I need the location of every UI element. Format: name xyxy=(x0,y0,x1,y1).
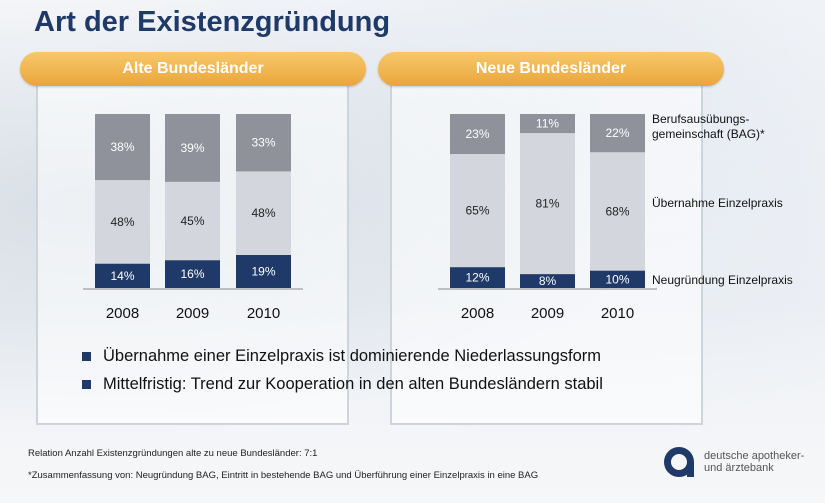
right-bar-2010-segment-2 xyxy=(590,114,645,153)
bullet-text: Übernahme einer Einzelpraxis ist dominie… xyxy=(103,346,601,365)
left-bar-2010-segment-0 xyxy=(236,254,291,288)
logo-line2: und ärztebank xyxy=(704,462,774,474)
right-data-label-2009-0: 8% xyxy=(539,274,557,288)
bullet-text: Mittelfristig: Trend zur Kooperation in … xyxy=(103,374,603,393)
left-data-label-2010-0: 19% xyxy=(251,264,275,278)
right-bar-2008-segment-2 xyxy=(450,114,505,155)
left-bar-2010-segment-2 xyxy=(236,114,291,172)
right-data-label-2009-2: 11% xyxy=(536,117,559,131)
right-data-label-2010-0: 10% xyxy=(605,272,629,286)
bank-logo: deutsche apotheker- und ärztebank xyxy=(664,447,804,477)
left-bar-2008-segment-1 xyxy=(95,180,150,264)
right-x-tick-label: 2009 xyxy=(531,305,564,322)
left-data-label-2009-0: 16% xyxy=(180,267,204,281)
left-bar-2010-segment-1 xyxy=(236,171,291,255)
right-bar-2008-segment-0 xyxy=(450,267,505,288)
footnote-relation: Relation Anzahl Existenzgründungen alte … xyxy=(28,448,318,459)
right-bar-2009-segment-1 xyxy=(520,133,575,275)
legend-uebernahme: Übernahme Einzelpraxis xyxy=(652,196,783,210)
legend-bag-line1: Berufsausübungs- xyxy=(652,112,750,126)
footnote-bag: *Zusammenfassung von: Neugründung BAG, E… xyxy=(28,470,539,481)
legend-bag-line2: gemeinschaft (BAG)* xyxy=(652,127,765,141)
logo-line1: deutsche apotheker- xyxy=(704,450,805,462)
right-panel-header: Neue Bundesländer xyxy=(378,52,724,86)
right-x-tick-label: 2010 xyxy=(601,305,634,322)
right-data-label-2008-1: 65% xyxy=(465,204,489,218)
left-x-tick-label: 2008 xyxy=(106,305,139,322)
left-data-label-2008-1: 48% xyxy=(110,215,134,229)
left-bar-2008-segment-2 xyxy=(95,114,150,181)
right-bar-2008-segment-1 xyxy=(450,154,505,268)
right-data-label-2008-0: 12% xyxy=(465,271,489,285)
right-data-label-2009-1: 81% xyxy=(535,197,559,211)
logo-text: deutsche apotheker- und ärztebank xyxy=(704,450,804,474)
left-x-tick-label: 2009 xyxy=(176,305,209,322)
right-bar-2009-segment-0 xyxy=(520,274,575,288)
bullet-square-icon xyxy=(82,351,91,361)
left-panel-header: Alte Bundesländer xyxy=(20,52,366,86)
left-data-label-2009-2: 39% xyxy=(180,141,204,155)
right-bar-2010-segment-0 xyxy=(590,270,645,288)
right-bar-2010-segment-1 xyxy=(590,152,645,271)
left-bar-2009-segment-0 xyxy=(165,260,220,288)
left-data-label-2008-2: 38% xyxy=(110,140,134,154)
right-data-label-2008-2: 23% xyxy=(465,127,489,141)
left-data-label-2008-0: 14% xyxy=(110,269,134,283)
logo-a-icon xyxy=(664,447,694,477)
legend-neugruendung: Neugründung Einzelpraxis xyxy=(652,273,793,287)
left-x-tick-label: 2010 xyxy=(247,305,280,322)
right-bar-2009-segment-2 xyxy=(520,114,575,134)
left-bar-2008-segment-0 xyxy=(95,263,150,288)
right-data-label-2010-2: 22% xyxy=(605,126,629,140)
left-bar-2009-segment-1 xyxy=(165,181,220,261)
left-data-label-2010-2: 33% xyxy=(251,136,275,150)
bullet-item: Mittelfristig: Trend zur Kooperation in … xyxy=(82,370,603,398)
left-bar-2009-segment-2 xyxy=(165,114,220,182)
bullet-square-icon xyxy=(82,379,91,389)
right-data-label-2010-1: 68% xyxy=(605,204,629,218)
left-data-label-2009-1: 45% xyxy=(180,214,204,228)
legend-bag: Berufsausübungs- gemeinschaft (BAG)* xyxy=(652,112,765,142)
right-x-tick-label: 2008 xyxy=(461,305,494,322)
bullet-item: Übernahme einer Einzelpraxis ist dominie… xyxy=(82,342,603,370)
left-data-label-2010-1: 48% xyxy=(251,206,275,220)
bullet-list: Übernahme einer Einzelpraxis ist dominie… xyxy=(82,342,603,398)
page-title: Art der Existenzgründung xyxy=(34,6,391,38)
